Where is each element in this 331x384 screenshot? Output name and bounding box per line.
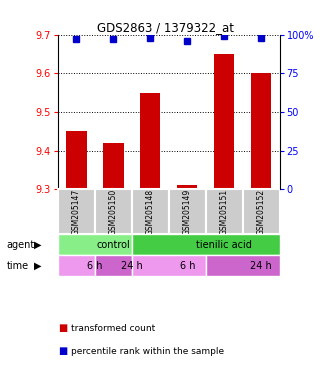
Bar [243, 189, 280, 234]
Text: GSM205151: GSM205151 [220, 189, 229, 235]
Text: ▶: ▶ [34, 240, 42, 250]
Text: control: control [97, 240, 130, 250]
Text: 6 h: 6 h [87, 261, 103, 271]
Bar [103, 143, 123, 189]
Text: ■: ■ [58, 323, 67, 333]
Text: transformed count: transformed count [71, 324, 156, 333]
Text: agent: agent [7, 240, 35, 250]
Bar [169, 189, 206, 234]
Bar [132, 189, 169, 234]
Bar [58, 189, 95, 234]
Text: GSM205148: GSM205148 [146, 189, 155, 235]
Text: time: time [7, 261, 29, 271]
Bar [206, 189, 243, 234]
Text: ▶: ▶ [34, 261, 42, 271]
Text: 6 h: 6 h [179, 261, 195, 271]
Bar [251, 73, 271, 189]
Text: percentile rank within the sample: percentile rank within the sample [71, 347, 224, 356]
Bar [214, 54, 234, 189]
Text: 24 h: 24 h [250, 261, 272, 271]
Text: GSM205149: GSM205149 [183, 189, 192, 235]
Bar [177, 185, 198, 189]
Bar [95, 255, 132, 276]
Text: tienilic acid: tienilic acid [196, 240, 252, 250]
Bar [132, 255, 206, 276]
Bar [95, 189, 132, 234]
Bar [58, 234, 132, 255]
Bar [140, 93, 161, 189]
Text: ■: ■ [58, 346, 67, 356]
Text: GSM205150: GSM205150 [109, 189, 118, 235]
Text: GSM205152: GSM205152 [257, 189, 266, 235]
Text: 24 h: 24 h [121, 261, 143, 271]
Bar [206, 255, 280, 276]
Text: GDS2863 / 1379322_at: GDS2863 / 1379322_at [97, 21, 234, 34]
Bar [58, 255, 95, 276]
Bar [132, 234, 280, 255]
Text: GSM205147: GSM205147 [72, 189, 81, 235]
Bar [66, 131, 87, 189]
